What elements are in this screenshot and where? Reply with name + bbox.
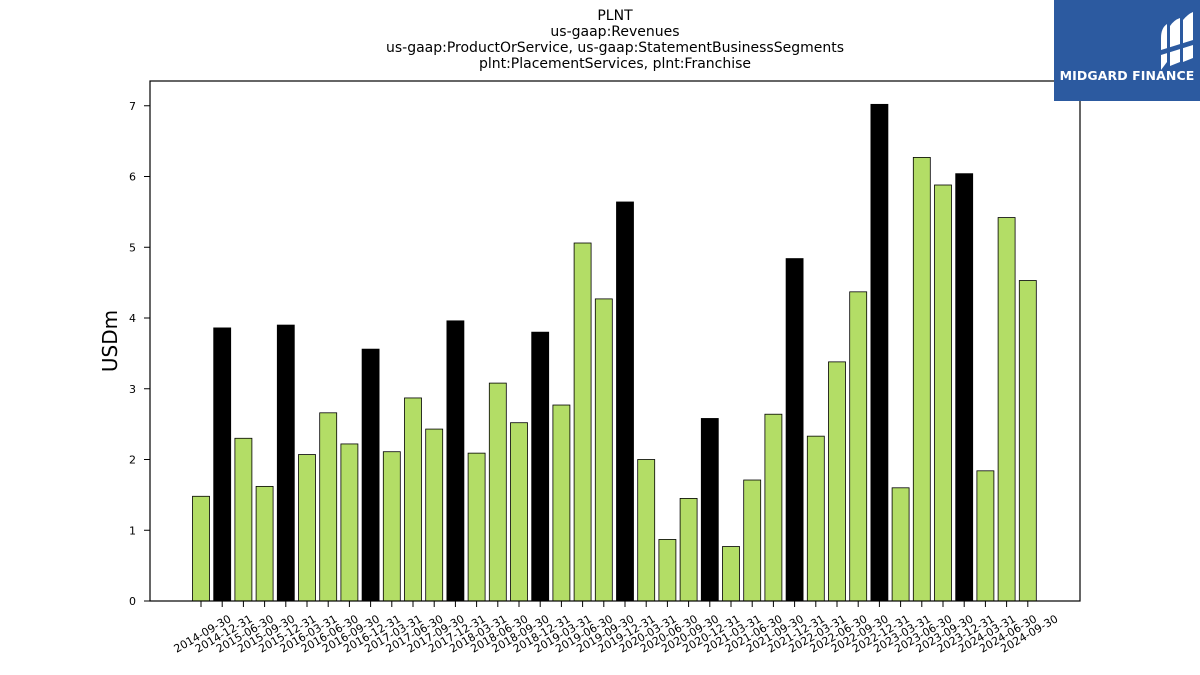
y-tick-label: 2 — [129, 454, 136, 467]
y-tick-label: 0 — [129, 595, 136, 608]
bar-2015-12-31 — [276, 324, 295, 602]
chart-subtitle-2: us-gaap:ProductOrService, us-gaap:Statem… — [385, 40, 844, 56]
chart-subtitle-3: plnt:PlacementServices, plnt:Franchise — [478, 56, 752, 72]
bar-2016-03-31 — [298, 454, 316, 602]
bar-2019-06-30 — [573, 242, 592, 602]
bar-2022-03-31 — [806, 435, 825, 602]
y-tick-label: 7 — [129, 100, 136, 113]
y-tick-label: 1 — [129, 524, 136, 537]
brand-logo: MIDGARD FINANCE — [1054, 0, 1200, 101]
midgard-logo-icon — [1161, 12, 1193, 70]
bar-2017-09-30 — [425, 428, 444, 602]
bar-2018-09-30 — [510, 422, 528, 602]
bar-2016-09-30 — [340, 443, 359, 602]
bar-2017-06-30 — [404, 397, 422, 602]
y-tick-label: 4 — [129, 312, 136, 325]
bar-2022-12-31 — [870, 103, 889, 602]
bar-2016-06-30 — [319, 412, 338, 602]
bar-2021-06-30 — [743, 479, 762, 602]
bar-2023-06-30 — [912, 157, 931, 602]
bar-2023-12-31 — [955, 173, 974, 602]
bar-2023-03-31 — [891, 487, 910, 602]
y-tick-label: 6 — [129, 171, 136, 184]
bar-2014-12-31 — [213, 327, 232, 602]
axes-frame — [149, 80, 1081, 602]
bar-2019-09-30 — [594, 298, 613, 602]
y-axis-label: USDm — [98, 310, 122, 372]
bar-2017-03-31 — [382, 451, 401, 602]
bar-2019-03-31 — [552, 404, 571, 602]
logo-text: MIDGARD FINANCE — [1059, 68, 1195, 83]
bar-2016-12-31 — [361, 348, 380, 602]
y-tick-label: 5 — [129, 241, 136, 254]
bar-2018-12-31 — [531, 331, 550, 602]
bar-2015-09-30 — [255, 485, 274, 602]
y-tick-label: 3 — [129, 383, 136, 396]
bar-2022-09-30 — [849, 291, 868, 602]
bar-2021-09-30 — [764, 413, 783, 602]
bar-2019-12-31 — [616, 201, 634, 602]
chart-title: PLNT — [597, 8, 633, 24]
bar-2014-09-30 — [192, 495, 210, 602]
bar-2021-03-31 — [722, 546, 740, 602]
bar-2015-06-30 — [234, 437, 253, 602]
bar-2024-09-30 — [1018, 280, 1037, 602]
bar-2024-03-31 — [976, 470, 995, 602]
bar-2020-06-30 — [658, 539, 677, 602]
bar-2021-12-31 — [785, 258, 804, 602]
bar-2018-03-31 — [467, 452, 486, 602]
bar-2017-12-31 — [446, 320, 465, 602]
bar-2020-12-31 — [700, 418, 719, 602]
bar-2018-06-30 — [488, 382, 507, 602]
bar-2020-03-31 — [637, 459, 656, 602]
bar-2020-09-30 — [679, 498, 698, 602]
bar-2023-09-30 — [934, 184, 952, 602]
chart-subtitle-1: us-gaap:Revenues — [550, 24, 680, 40]
bar-2022-06-30 — [828, 361, 846, 602]
bar-2024-06-30 — [997, 217, 1016, 602]
